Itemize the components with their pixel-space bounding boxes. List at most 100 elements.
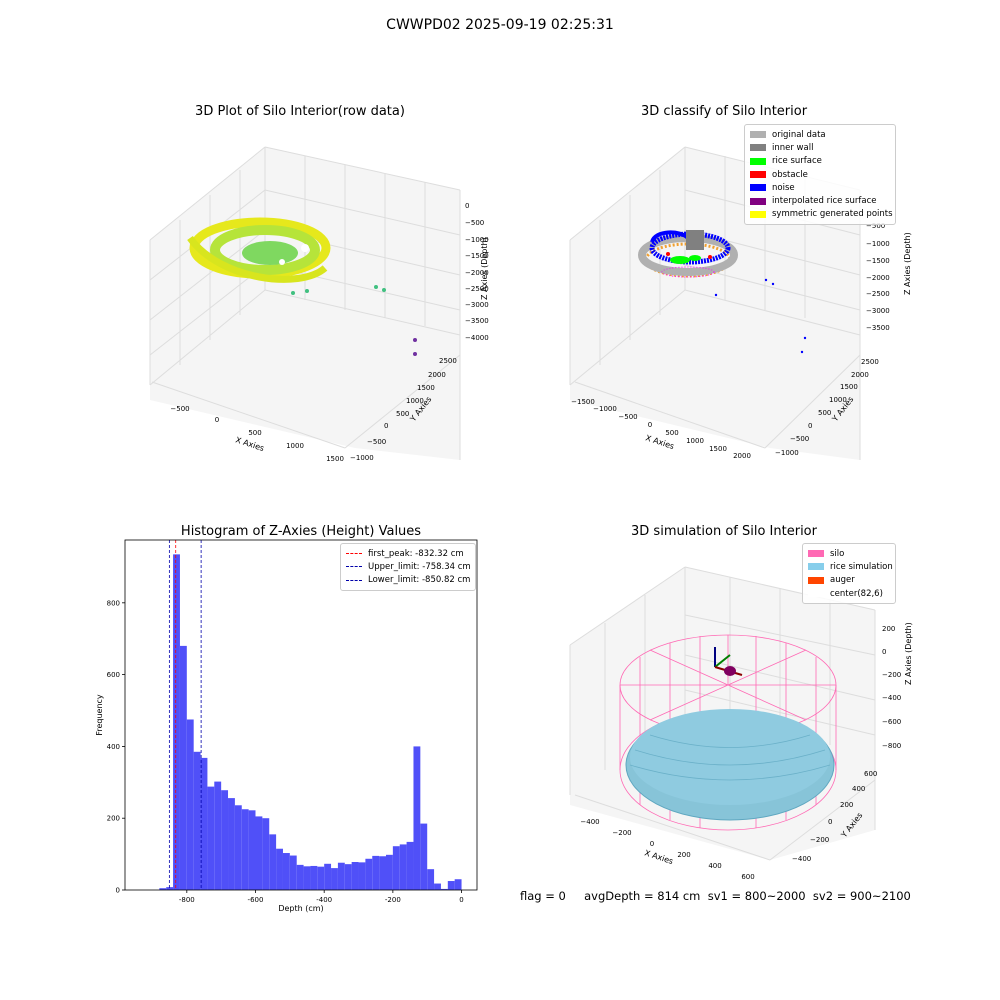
legend-swatch [750, 157, 766, 165]
panel2-y-tick: 2000 [851, 371, 869, 379]
histogram-bar [434, 883, 441, 890]
panel4-z-tick: 200 [882, 625, 895, 633]
panel1-y-tick: 1000 [406, 397, 424, 405]
panel4-title: 3D simulation of Silo Interior [631, 524, 817, 539]
histogram-y-tick: 200 [107, 815, 120, 823]
panel1-z-ticks: 0 −500 −1000 −1500 −2000 −2500 −3000 −35… [465, 202, 489, 342]
histogram-bar [324, 863, 332, 890]
histogram-x-tick: -600 [248, 896, 264, 904]
histogram-x-tick: -800 [179, 896, 195, 904]
legend-swatch [808, 590, 824, 598]
panel2-y-tick: −500 [790, 435, 809, 443]
panel2-x-tick: −1000 [593, 405, 617, 413]
panel1-y-tick: 2500 [439, 357, 457, 365]
legend-item: obstacle [750, 168, 890, 181]
histogram-bar [303, 866, 311, 890]
panel2-y-tick: 500 [818, 409, 831, 417]
legend-item: interpolated rice surface [750, 194, 890, 207]
panel1-z-tick: −1000 [465, 236, 489, 244]
legend-label: first_peak: -832.32 cm [368, 548, 464, 559]
histogram-bar [166, 887, 174, 890]
histogram-bar [337, 862, 345, 890]
panel4-y-tick: 600 [864, 770, 877, 778]
histogram-y-tick: 800 [107, 599, 120, 607]
histogram-y-label: Frequency [95, 694, 104, 736]
histogram-bar [372, 855, 380, 890]
legend-label: center(82,6) [830, 588, 883, 599]
panel4-z-tick: −800 [882, 742, 901, 750]
legend-label: inner wall [772, 142, 814, 153]
status-readout: flag = 0 avgDepth = 814 cm sv1 = 800~200… [520, 889, 911, 903]
panel4-3d-simulation: −400 −200 0 200 400 600 X Axies −400 −20… [569, 566, 913, 881]
histogram-bar [406, 841, 414, 890]
legend-swatch [750, 184, 766, 192]
legend-label: Lower_limit: -850.82 cm [368, 575, 471, 586]
panel1-z-tick: −3000 [465, 301, 489, 309]
legend-item: rice simulation [808, 560, 893, 573]
panel2-x-tick: 2000 [733, 452, 751, 460]
panel2-z-tick: −500 [866, 222, 885, 230]
histogram-bar [289, 855, 297, 890]
histogram-bar [269, 834, 277, 890]
panel4-x-tick: 200 [677, 851, 690, 859]
histogram-chart: -800 -600 -400 -200 0 0 200 400 600 800 Depth (c… [95, 539, 478, 913]
panel1-y-tick: 500 [396, 410, 409, 418]
panel1-x-tick: −500 [170, 405, 189, 413]
legend-label: obstacle [772, 169, 808, 180]
histogram-bar [241, 809, 249, 890]
legend-label: Upper_limit: -758.34 cm [368, 561, 471, 572]
histogram-bar [344, 864, 352, 890]
legend-item: rice surface [750, 155, 890, 168]
panel2-z-tick: −1000 [866, 240, 890, 248]
panel1-point-cloud [187, 217, 417, 356]
figure-title: CWWPD02 2025-09-19 02:25:31 [386, 17, 614, 33]
histogram-bar [317, 866, 325, 890]
panel2-z-label: Z Axies (Depth) [903, 232, 912, 295]
histogram-bar [276, 848, 283, 890]
histogram-bar [310, 865, 318, 890]
histogram-bar [358, 862, 366, 890]
legend-item: inner wall [750, 141, 890, 154]
histogram-title: Histogram of Z-Axies (Height) Values [180, 524, 422, 539]
panel2-x-ticks: −1500 −1000 −500 0 500 1000 1500 2000 [571, 398, 751, 460]
panel4-z-tick: 0 [882, 648, 886, 656]
legend-swatch [808, 563, 824, 571]
histogram-bar [193, 751, 201, 890]
legend-label: symmetric generated points [772, 209, 893, 220]
histogram-bar [365, 858, 373, 890]
panel4-y-tick: 400 [852, 785, 865, 793]
histogram-bar [392, 846, 400, 890]
histogram-bar [228, 798, 235, 890]
histogram-bar [173, 554, 180, 890]
histogram-bar [385, 854, 393, 890]
histogram-bar [427, 869, 435, 890]
histogram-bar [454, 879, 462, 890]
legend-label: auger [830, 575, 855, 586]
legend-item: symmetric generated points [750, 208, 893, 221]
panel1-z-tick: −2000 [465, 269, 489, 277]
histogram-bar [447, 881, 455, 890]
legend-swatch [750, 210, 766, 218]
panel4-x-label: X Axies [643, 848, 674, 866]
legend-swatch [808, 576, 824, 584]
histogram-frame [124, 539, 478, 891]
legend-label: rice surface [772, 156, 822, 167]
panel2-y-tick: −1000 [775, 449, 799, 457]
panel4-z-tick: −600 [882, 718, 901, 726]
histogram-bar [296, 864, 304, 890]
panel1-z-tick: −1500 [465, 252, 489, 260]
histogram-x-tick: 0 [459, 896, 463, 904]
panel4-x-ticks: −400 −200 0 200 400 600 [580, 818, 754, 881]
panel4-y-tick: −200 [810, 836, 829, 844]
panel2-z-tick: −2500 [866, 290, 890, 298]
legend-line [346, 566, 362, 568]
panel2-x-tick: 1000 [686, 437, 704, 445]
panel2-y-tick: 2500 [861, 358, 879, 366]
panel1-x-tick: 500 [248, 429, 261, 437]
panel4-x-tick: −400 [580, 818, 599, 826]
legend-line [346, 579, 362, 581]
panel2-z-tick: −1500 [866, 257, 890, 265]
panel1-x-label: X Axies [234, 435, 265, 453]
histogram-bar [413, 746, 421, 890]
legend-label: silo [830, 548, 845, 559]
